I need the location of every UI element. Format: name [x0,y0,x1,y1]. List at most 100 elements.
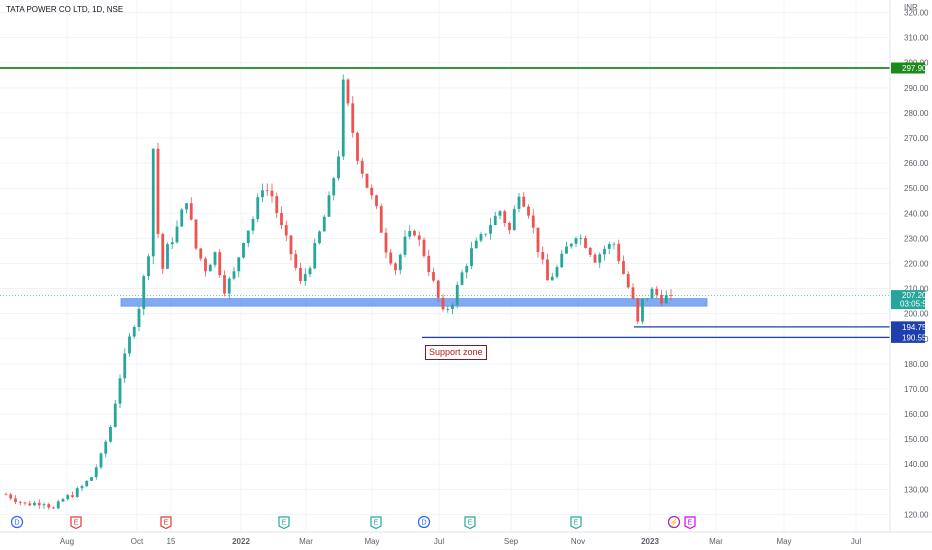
candle [147,253,150,281]
dividend-event-icon[interactable]: D [417,515,431,529]
earnings-event-icon[interactable]: E [160,516,172,530]
candle [337,150,340,181]
candle [446,305,450,313]
time-axis[interactable]: Aug Oct 15 2022 Mar May Jul Sep Nov 2023 Mar May Jul [60,537,861,546]
earnings-event-icon[interactable]: E [570,516,582,530]
candle [479,231,483,243]
candle [389,248,393,266]
candle [427,249,431,277]
candle [436,279,440,303]
candle [384,227,388,259]
candle [28,500,32,506]
price-tick-label: 170.00 [904,385,929,394]
candle [4,492,8,496]
price-tick-label: 140.00 [904,460,929,469]
candle [555,264,559,279]
candle [413,229,416,237]
candle [256,193,260,223]
candle [655,286,659,299]
price-tick-label: 290.00 [904,84,929,93]
candle [109,424,112,443]
candle [303,268,307,286]
candle [408,225,412,240]
time-tick-label: May [776,537,791,546]
candle [75,486,79,498]
candle [47,502,51,510]
support-zone-label[interactable]: Support zone [425,345,487,360]
price-tick-label: 230.00 [904,234,929,243]
svg-text:D: D [14,520,19,527]
candle [422,237,426,259]
candle [569,242,573,249]
candle [546,253,549,281]
candles-layer [4,74,673,510]
candle [531,208,535,234]
price-tick-label: 240.00 [904,209,929,218]
price-axis[interactable]: 120.00 130.00 140.00 150.00 160.00 170.00 180.… [904,3,929,519]
earnings-event-icon[interactable]: E [70,516,82,530]
candle [417,231,421,247]
level-price-tag: 297.90 [891,62,927,74]
earnings-event-icon[interactable]: E [464,516,476,530]
candle [199,248,203,261]
candle [536,227,540,258]
candle [242,242,245,259]
earnings-event-icon[interactable]: E [278,516,290,530]
candle [603,245,606,261]
svg-text:207.20: 207.20 [902,291,927,300]
price-tick-label: 150.00 [904,435,929,444]
candle [14,495,17,505]
candle [313,238,317,270]
candle [113,399,117,428]
time-tick-label: Mar [299,537,313,546]
candle [132,325,136,339]
candle [218,248,222,278]
candle [265,183,269,196]
candle [251,216,255,235]
candle [237,256,241,278]
price-tick-label: 200.00 [904,310,929,319]
candle [94,464,98,480]
candle [522,192,526,208]
chart-grid [0,0,890,532]
candle [365,173,369,189]
svg-text:D: D [421,520,426,527]
svg-text:E: E [74,520,79,527]
candle [636,297,640,325]
horizontal-levels-layer [0,67,890,339]
candle [85,480,89,488]
candle [356,131,359,165]
support-zone-rect[interactable] [120,298,708,307]
dividend-event-icon[interactable]: D [10,515,24,529]
candle [261,183,264,203]
candle [579,234,583,245]
candle [574,236,578,248]
candle [598,252,602,269]
earnings-event-icon[interactable]: E [684,516,696,530]
candle [99,452,103,470]
candle [441,294,445,312]
candle [227,276,231,300]
candle [232,267,236,281]
candle [52,506,55,510]
svg-text:E: E [688,520,693,527]
candle [503,209,507,227]
earnings-event-icon[interactable]: E [370,516,382,530]
svg-text:297.90: 297.90 [902,64,927,73]
time-tick-label: 2023 [641,537,659,546]
candle [80,484,84,492]
candle [584,235,587,249]
candle [142,274,146,316]
support-zone-layer [120,298,708,307]
candle [71,491,74,498]
level-price-tag: 194.75 [891,321,927,333]
candle [370,184,374,200]
chart-title: TATA POWER CO LTD, 1D, NSE [6,5,124,14]
split-event-icon[interactable]: ⚡ [667,515,681,529]
candle [204,256,207,277]
price-tick-label: 220.00 [904,259,929,268]
candle [194,219,198,251]
candle [432,267,435,283]
candle [246,230,250,248]
